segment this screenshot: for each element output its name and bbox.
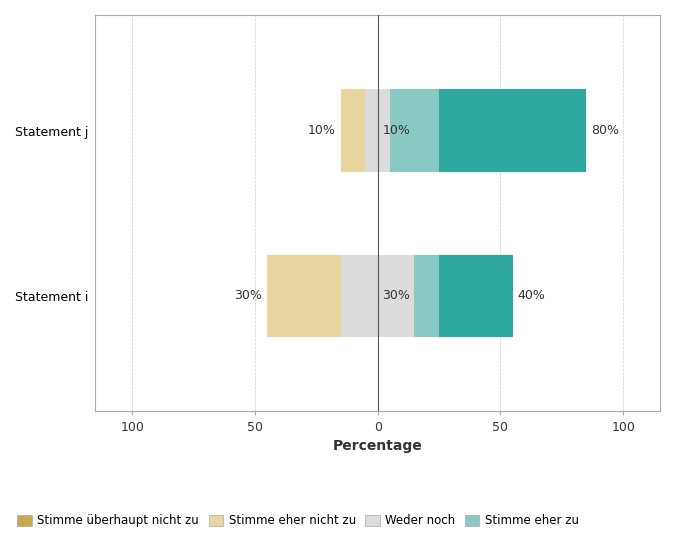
X-axis label: Percentage: Percentage [333,439,423,453]
Text: 30%: 30% [234,289,263,302]
Bar [341,89,365,172]
Text: 10%: 10% [308,124,336,137]
Bar [439,254,513,337]
Text: 40%: 40% [518,289,545,302]
Bar [390,89,439,172]
Bar [414,254,439,337]
Text: 10%: 10% [383,124,410,137]
Text: 80%: 80% [591,124,619,137]
Bar [365,89,390,172]
Bar [439,89,587,172]
Bar [267,254,341,337]
Legend: Stimme überhaupt nicht zu, Stimme eher nicht zu, Weder noch, Stimme eher zu: Stimme überhaupt nicht zu, Stimme eher n… [13,509,584,532]
Bar [341,254,414,337]
Text: 30%: 30% [383,289,410,302]
